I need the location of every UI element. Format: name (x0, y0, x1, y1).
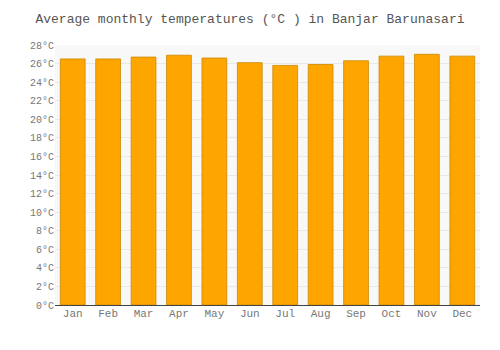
svg-text:2°C: 2°C (36, 282, 54, 293)
svg-text:4°C: 4°C (36, 263, 54, 274)
svg-text:Feb: Feb (98, 308, 118, 320)
svg-text:Dec: Dec (452, 308, 472, 320)
svg-text:Jul: Jul (275, 308, 295, 320)
svg-text:May: May (204, 308, 224, 320)
svg-text:0°C: 0°C (36, 301, 54, 312)
svg-text:Oct: Oct (382, 308, 402, 320)
svg-text:12°C: 12°C (30, 189, 54, 200)
svg-text:Mar: Mar (134, 308, 154, 320)
svg-text:Jan: Jan (63, 308, 83, 320)
svg-text:6°C: 6°C (36, 245, 54, 256)
svg-text:26°C: 26°C (30, 59, 54, 70)
svg-text:Aug: Aug (311, 308, 331, 320)
svg-text:18°C: 18°C (30, 133, 54, 144)
svg-text:Sep: Sep (346, 308, 366, 320)
svg-text:Jun: Jun (240, 308, 260, 320)
svg-text:22°C: 22°C (30, 96, 54, 107)
svg-text:Average monthly temperatures (: Average monthly temperatures (°C ) in Ba… (35, 12, 464, 27)
svg-text:Apr: Apr (169, 308, 189, 320)
svg-text:20°C: 20°C (30, 115, 54, 126)
svg-text:16°C: 16°C (30, 152, 54, 163)
svg-text:Nov: Nov (417, 308, 437, 320)
svg-text:14°C: 14°C (30, 171, 54, 182)
svg-text:24°C: 24°C (30, 78, 54, 89)
svg-text:8°C: 8°C (36, 226, 54, 237)
svg-text:28°C: 28°C (30, 41, 54, 52)
svg-text:10°C: 10°C (30, 208, 54, 219)
